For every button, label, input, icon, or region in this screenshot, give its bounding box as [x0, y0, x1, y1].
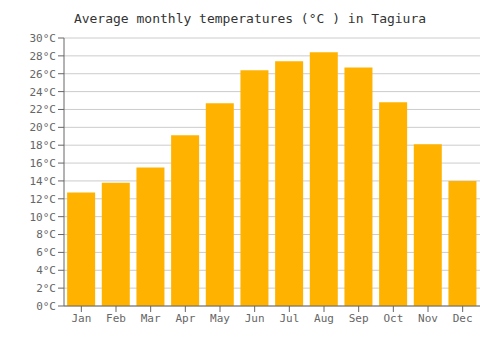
svg-text:12°C: 12°C: [30, 193, 57, 206]
svg-text:18°C: 18°C: [30, 139, 57, 152]
svg-text:16°C: 16°C: [30, 157, 57, 170]
svg-text:Nov: Nov: [418, 312, 438, 325]
svg-text:22°C: 22°C: [30, 103, 57, 116]
svg-text:Oct: Oct: [383, 312, 403, 325]
svg-text:Apr: Apr: [175, 312, 195, 325]
svg-text:Aug: Aug: [314, 312, 334, 325]
svg-text:20°C: 20°C: [30, 121, 57, 134]
svg-text:26°C: 26°C: [30, 68, 57, 81]
svg-text:Jun: Jun: [245, 312, 265, 325]
svg-text:4°C: 4°C: [36, 264, 56, 277]
svg-text:14°C: 14°C: [30, 175, 57, 188]
html-text:Average monthly temperatures (: Average monthly temperatures (°C ) in Ta…: [73, 11, 427, 26]
svg-text:Feb: Feb: [106, 312, 126, 325]
svg-text:30°C: 30°C: [30, 32, 57, 45]
svg-text:Dec: Dec: [453, 312, 473, 325]
svg-text:Mar: Mar: [141, 312, 161, 325]
svg-text:24°C: 24°C: [30, 86, 57, 99]
svg-text:28°C: 28°C: [30, 50, 57, 63]
svg-text:2°C: 2°C: [36, 282, 56, 295]
svg-text:0°C: 0°C: [36, 300, 56, 313]
svg-text:May: May: [210, 312, 230, 325]
svg-text:Jan: Jan: [71, 312, 91, 325]
svg-text:8°C: 8°C: [36, 228, 56, 241]
svg-text:10°C: 10°C: [30, 211, 57, 224]
svg-text:6°C: 6°C: [36, 246, 56, 259]
svg-text:Jul: Jul: [279, 312, 299, 325]
svg-text:Sep: Sep: [349, 312, 369, 325]
